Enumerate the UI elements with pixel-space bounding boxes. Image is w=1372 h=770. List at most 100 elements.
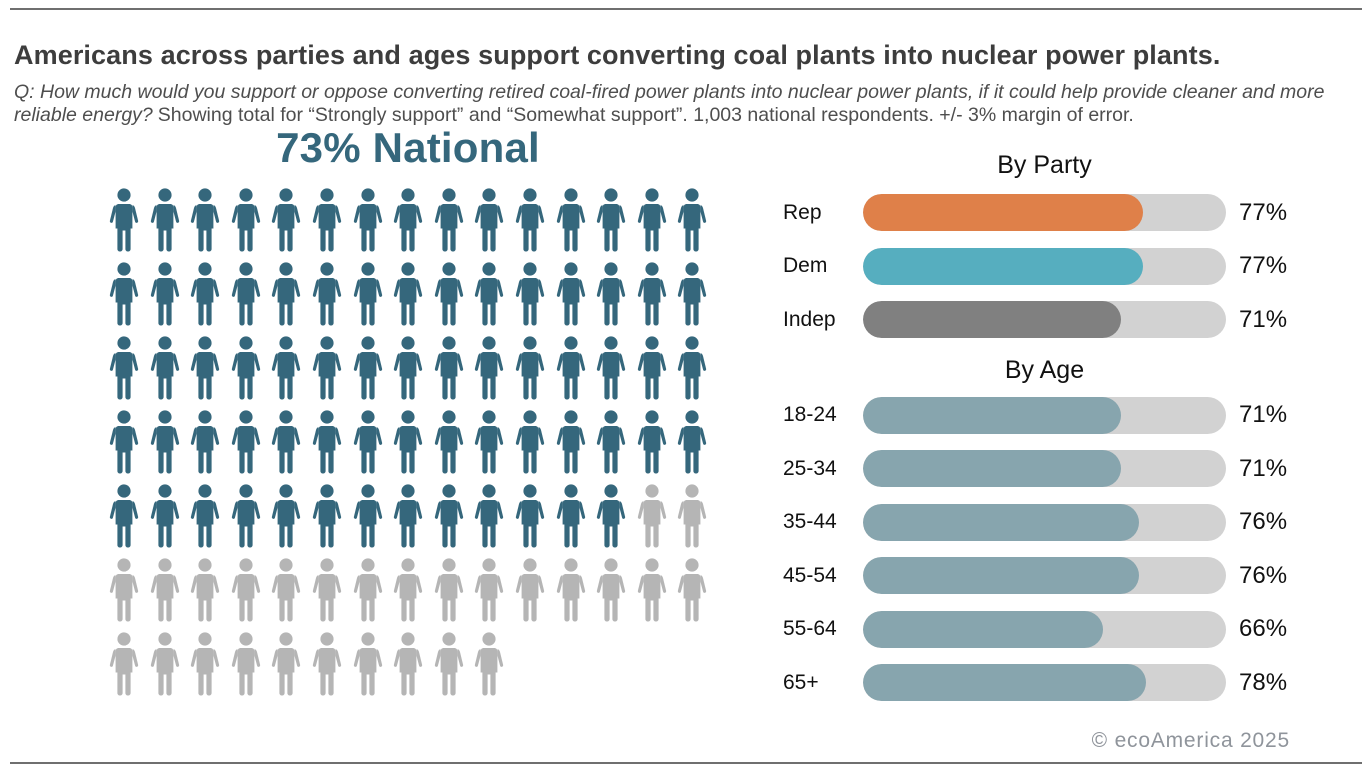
person-icon-filled: [146, 262, 184, 328]
person-icon-filled: [430, 484, 468, 550]
person-icon-filled: [470, 188, 508, 254]
person-icon-filled: [186, 484, 224, 550]
bar-row: 45-54 76%: [783, 557, 1323, 594]
person-icon-filled: [267, 336, 305, 402]
person-icon-filled: [552, 484, 590, 550]
person-icon-filled: [511, 262, 549, 328]
person-icon-empty: [267, 558, 305, 624]
person-icon-filled: [511, 188, 549, 254]
person-icon-filled: [308, 262, 346, 328]
bar-group-party: By Party Rep 77% Dem 77% Indep 71%: [783, 150, 1323, 338]
person-icon-filled: [511, 336, 549, 402]
person-icon-filled: [186, 262, 224, 328]
person-icon-empty: [308, 558, 346, 624]
person-icon-empty: [552, 558, 590, 624]
person-icon-filled: [389, 262, 427, 328]
bar-fill: [863, 396, 1121, 434]
person-icon-empty: [470, 632, 508, 698]
person-icon-empty: [349, 632, 387, 698]
bar-value-label: 76%: [1239, 508, 1288, 535]
person-icon-filled: [308, 188, 346, 254]
page-title: Americans across parties and ages suppor…: [14, 40, 1221, 71]
person-icon-filled: [592, 336, 630, 402]
bar-value-label: 71%: [1239, 401, 1288, 428]
bottom-rule: [10, 762, 1362, 764]
person-icon-filled: [308, 336, 346, 402]
bar-fill: [863, 301, 1121, 338]
person-icon-empty: [430, 632, 468, 698]
person-icon-empty: [470, 558, 508, 624]
bar-fill: [863, 610, 1103, 648]
bar-category-label: Indep: [783, 307, 836, 331]
person-icon-filled: [267, 262, 305, 328]
person-icon-empty: [105, 632, 143, 698]
person-icon-filled: [349, 484, 387, 550]
person-icon-filled: [105, 410, 143, 476]
person-icon-filled: [633, 262, 671, 328]
subtitle: Q: How much would you support or oppose …: [14, 81, 1362, 129]
bar-fill: [863, 664, 1147, 701]
bar-category-label: Rep: [783, 200, 822, 224]
bar-row: 18-24 71%: [783, 396, 1323, 434]
bar-category-label: 25-34: [783, 456, 837, 480]
person-icon-filled: [552, 188, 590, 254]
person-icon-filled: [430, 262, 468, 328]
person-icon-filled: [146, 336, 184, 402]
person-icon-empty: [146, 632, 184, 698]
person-icon-filled: [470, 262, 508, 328]
person-icon-filled: [511, 484, 549, 550]
person-icon-empty: [389, 558, 427, 624]
person-icon-filled: [105, 336, 143, 402]
person-icon-filled: [349, 262, 387, 328]
top-rule: [10, 8, 1362, 10]
person-icon-empty: [511, 558, 549, 624]
person-icon-filled: [105, 188, 143, 254]
methodology-note: Showing total for “Strongly support” and…: [157, 104, 1134, 127]
bar-group-age: By Age 18-24 71% 25-34 71% 35-44 76% 45-54 76% 5…: [783, 355, 1323, 701]
person-icon-filled: [227, 336, 265, 402]
person-icon-empty: [105, 558, 143, 624]
person-icon-filled: [146, 410, 184, 476]
bar-row: 65+ 78%: [783, 664, 1323, 701]
bar-row: 35-44 76%: [783, 503, 1323, 541]
person-icon-filled: [227, 410, 265, 476]
person-icon-filled: [267, 188, 305, 254]
bar-group-title: By Age: [1004, 355, 1085, 384]
person-icon-filled: [389, 410, 427, 476]
person-icon-empty: [633, 484, 671, 550]
bar-category-label: Dem: [783, 254, 828, 277]
bar-track: [863, 396, 1226, 434]
person-icon-filled: [349, 336, 387, 402]
person-icon-filled: [673, 336, 711, 402]
person-icon-filled: [186, 188, 224, 254]
bar-category-label: 18-24: [783, 403, 837, 426]
person-icon-empty: [267, 632, 305, 698]
bar-fill: [863, 194, 1143, 231]
survey-question: Q: How much would you support or oppose …: [14, 80, 1325, 127]
bar-category-label: 35-44: [783, 510, 837, 533]
person-icon-filled: [552, 410, 590, 476]
copyright-credit: © ecoAmerica 2025: [1091, 729, 1290, 752]
bar-track: [863, 247, 1226, 285]
person-icon-filled: [389, 188, 427, 254]
person-icon-filled: [430, 410, 468, 476]
person-icon-filled: [470, 336, 508, 402]
bar-track: [863, 610, 1226, 648]
person-icon-empty: [146, 558, 184, 624]
person-icon-filled: [592, 484, 630, 550]
person-icon-empty: [673, 558, 711, 624]
bar-track: [863, 503, 1226, 541]
person-icon-filled: [186, 336, 224, 402]
person-icon-filled: [552, 336, 590, 402]
person-icon-filled: [633, 410, 671, 476]
bar-rows: Rep 77% Dem 77% Indep 71%: [783, 194, 1323, 338]
bar-value-label: 66%: [1239, 615, 1288, 642]
person-icon-filled: [552, 262, 590, 328]
person-icon-empty: [592, 558, 630, 624]
bar-fill: [863, 503, 1139, 541]
bar-track: [863, 557, 1226, 594]
person-icon-filled: [389, 484, 427, 550]
person-icon-filled: [511, 410, 549, 476]
bar-row: 25-34 71%: [783, 450, 1323, 487]
